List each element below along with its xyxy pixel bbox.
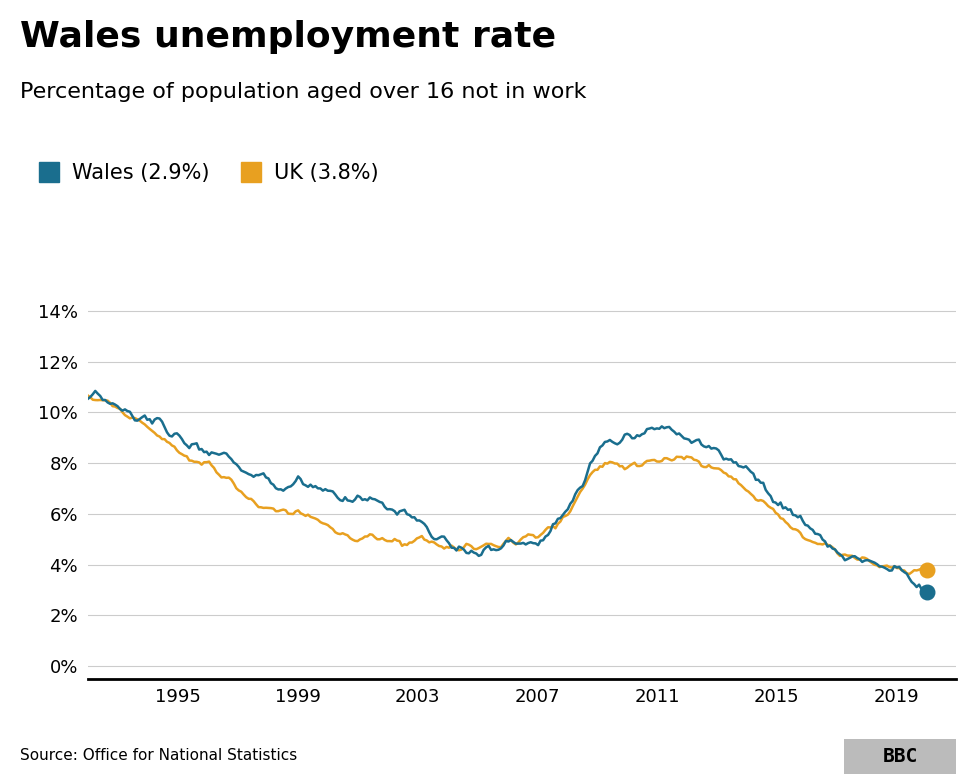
Point bbox=[918, 587, 934, 599]
Text: Wales unemployment rate: Wales unemployment rate bbox=[20, 20, 555, 54]
Point bbox=[918, 563, 934, 576]
Text: Percentage of population aged over 16 not in work: Percentage of population aged over 16 no… bbox=[20, 82, 586, 102]
Legend: Wales (2.9%), UK (3.8%): Wales (2.9%), UK (3.8%) bbox=[30, 154, 386, 191]
Text: Source: Office for National Statistics: Source: Office for National Statistics bbox=[20, 748, 297, 763]
Text: BBC: BBC bbox=[882, 746, 918, 766]
